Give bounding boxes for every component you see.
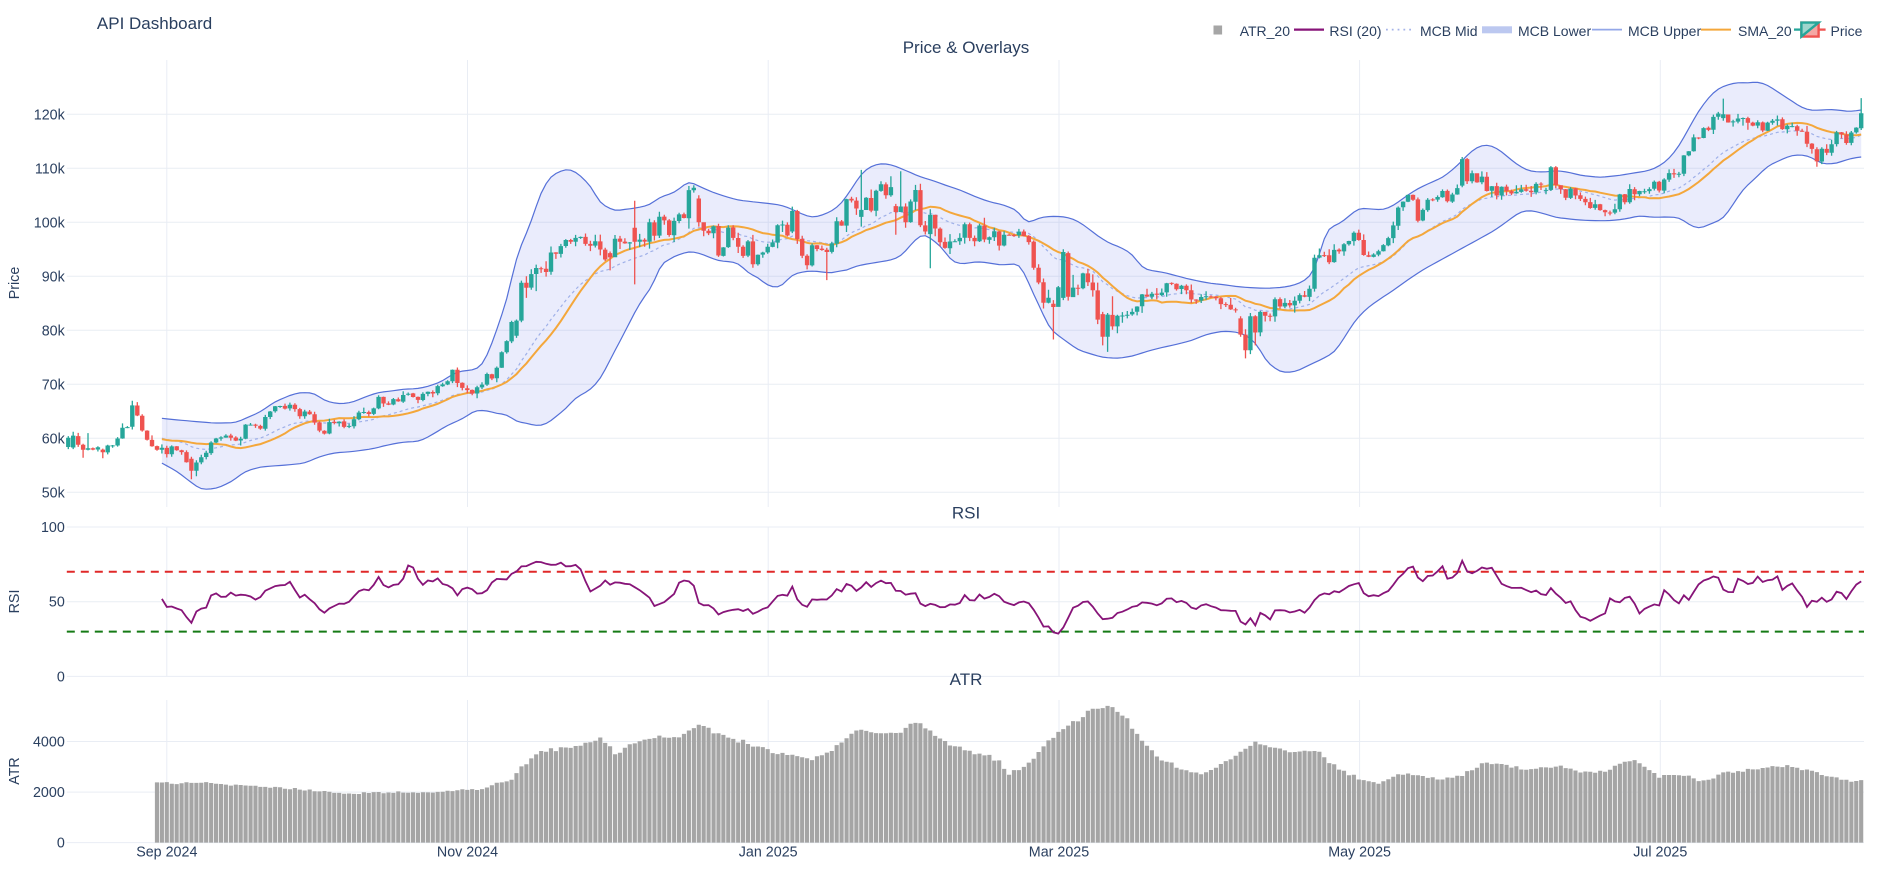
svg-text:ATR: ATR (7, 757, 23, 785)
svg-text:Price: Price (7, 267, 23, 300)
svg-text:Mar 2025: Mar 2025 (1029, 845, 1089, 861)
svg-text:MCB Upper: MCB Upper (1628, 23, 1701, 39)
svg-text:ATR_20: ATR_20 (1240, 23, 1291, 39)
svg-text:120k: 120k (34, 107, 66, 123)
svg-text:API Dashboard: API Dashboard (97, 14, 212, 33)
svg-text:RSI: RSI (952, 504, 980, 523)
svg-text:May 2025: May 2025 (1328, 845, 1391, 861)
svg-text:4000: 4000 (33, 735, 65, 751)
svg-text:Jul 2025: Jul 2025 (1633, 845, 1687, 861)
svg-text:50k: 50k (42, 485, 66, 501)
svg-text:80k: 80k (42, 323, 66, 339)
svg-text:Price & Overlays: Price & Overlays (903, 38, 1030, 57)
svg-text:100: 100 (41, 520, 65, 536)
svg-text:2000: 2000 (33, 785, 65, 801)
svg-text:0: 0 (57, 669, 65, 685)
svg-text:110k: 110k (35, 161, 66, 177)
svg-text:RSI: RSI (7, 590, 23, 614)
svg-text:0: 0 (57, 836, 65, 852)
svg-text:MCB Mid: MCB Mid (1420, 23, 1478, 39)
svg-text:60k: 60k (42, 431, 66, 447)
svg-text:Jan 2025: Jan 2025 (739, 845, 798, 861)
svg-text:90k: 90k (42, 269, 66, 285)
svg-text:Sep 2024: Sep 2024 (136, 845, 197, 861)
svg-text:70k: 70k (42, 377, 66, 393)
svg-text:MCB Lower: MCB Lower (1518, 23, 1591, 39)
svg-text:SMA_20: SMA_20 (1738, 23, 1792, 39)
svg-text:Nov 2024: Nov 2024 (437, 845, 498, 861)
svg-text:ATR: ATR (950, 670, 983, 689)
svg-text:Price: Price (1831, 23, 1863, 39)
svg-text:RSI (20): RSI (20) (1329, 23, 1381, 39)
svg-text:50: 50 (49, 595, 65, 611)
svg-text:100k: 100k (34, 215, 66, 231)
